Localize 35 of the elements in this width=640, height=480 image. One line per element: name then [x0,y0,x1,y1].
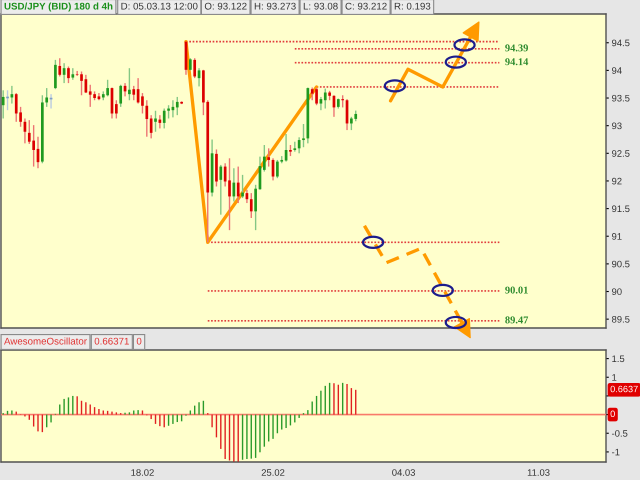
text: H: 93.273 [254,2,296,10]
y-tick-label: 90 [612,288,622,296]
text: D: 05.03.13 12:00 [121,2,198,10]
y-tick-label: 1.5 [612,356,624,362]
text: 0.66371 [94,338,129,345]
x-tick-label: 18.02 [131,469,154,476]
x-tick-label: 25.02 [262,469,284,476]
y-tick-label: 91.5 [612,205,630,212]
data-label: 89.47 [505,316,528,324]
y-tick-label: 94.5 [612,40,630,46]
x-tick-label: 11.03 [528,469,550,476]
annotation: 0.6637 [610,386,638,392]
text: 0 [136,338,142,345]
y-tick-label: 91 [612,233,622,240]
y-tick-label: -1 [612,448,620,456]
chart-title: AwesomeOscillator [4,337,87,345]
y-tick-label: 92.5 [612,150,630,157]
text: R: 0.193 [394,2,430,10]
y-tick-label: -0.5 [612,430,628,437]
y-tick-label: 89.5 [612,316,630,323]
y-tick-label: 93 [612,122,622,130]
y-tick-label: 1 [612,374,616,381]
data-label: 94.39 [505,44,528,52]
data-label: 90.01 [505,286,528,294]
y-tick-label: 94 [612,67,622,74]
x-tick-label: 04.03 [392,469,416,476]
chart-title: USD/JPY (BID) 180 d 4h [4,2,112,12]
text: O: 93.122 [204,2,247,10]
y-tick-label: 90.5 [612,260,630,268]
y-tick-label: 93.5 [612,94,630,102]
text: L: 93.08 [304,2,338,10]
ref-line-label: 0 [610,410,615,418]
text: C: 93.212 [345,2,387,10]
y-tick-label: 92 [612,178,622,184]
data-label: 94.14 [505,58,528,66]
